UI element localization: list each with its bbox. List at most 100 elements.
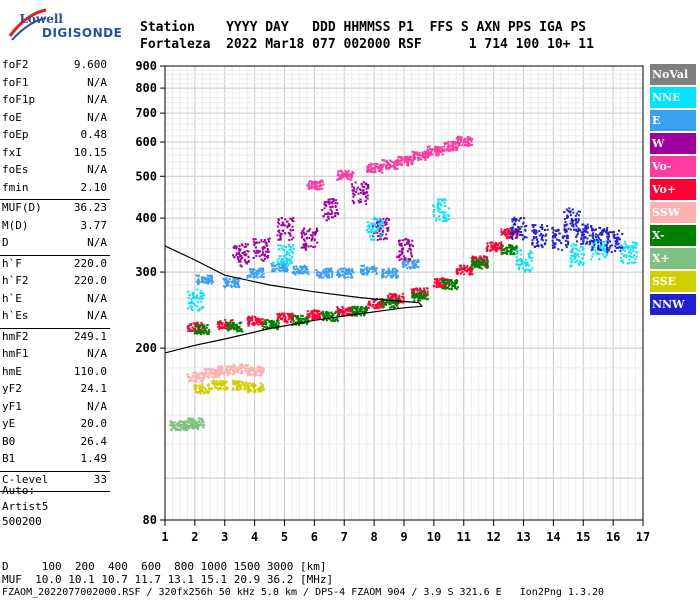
trace-point-vo [283, 319, 286, 322]
trace-point-vo [436, 277, 439, 280]
trace-point-x [269, 321, 272, 324]
trace-point-ssw [241, 363, 243, 366]
trace-point-nnw [606, 226, 609, 229]
trace-point-e [246, 275, 249, 278]
trace-point-vo [443, 148, 446, 151]
trace-point-e [381, 276, 383, 279]
trace-point-x [472, 260, 475, 263]
trace-point-e [225, 277, 228, 280]
auto-scaling-info: Auto: Artist5 500200 [2, 484, 48, 531]
trace-point-vo [435, 147, 438, 150]
trace-point-nne [291, 261, 294, 264]
trace-point-nnw [613, 237, 616, 240]
trace-point-nnw [577, 227, 580, 230]
trace-point-w [254, 238, 257, 241]
trace-point-x [194, 423, 197, 426]
trace-point-w [238, 259, 241, 262]
trace-point-nnw [531, 239, 534, 242]
trace-point-vo [310, 186, 313, 189]
trace-point-w [363, 186, 366, 189]
trace-point-sse [224, 382, 227, 385]
trace-point-nne [529, 250, 532, 252]
trace-point-nne [581, 257, 584, 260]
trace-point-x [507, 246, 510, 249]
trace-point-w [408, 243, 411, 246]
trace-point-vo [451, 146, 454, 149]
param-value: 249.1 [73, 329, 107, 343]
trace-point-w [362, 191, 365, 194]
trace-point-x [356, 308, 359, 311]
trace-point-e [366, 273, 369, 276]
trace-point-w [247, 243, 249, 246]
trace-point-e [270, 262, 273, 265]
auto-line: Auto: [2, 484, 36, 497]
trace-point-nne [201, 294, 204, 297]
param-label: foE [2, 110, 22, 124]
trace-point-nne [433, 209, 435, 211]
trace-point-vo [374, 162, 377, 165]
trace-point-w [261, 251, 264, 253]
trace-point-nnw [574, 223, 577, 225]
trace-point-ssw [256, 365, 259, 368]
trace-point-x [203, 332, 206, 335]
trace-point-nnw [607, 235, 610, 238]
trace-point-x [474, 260, 477, 263]
trace-point-ssw [194, 375, 197, 378]
trace-point-nnw [546, 225, 549, 227]
trace-point-vo [279, 313, 282, 316]
trace-point-ssw [192, 380, 195, 383]
trace-point-x [196, 428, 199, 431]
trace-point-e [387, 268, 390, 270]
trace-point-nne [199, 295, 202, 298]
trace-point-x [184, 424, 186, 427]
trace-point-w [402, 255, 405, 258]
trace-point-vo [501, 233, 504, 236]
param-value: 26.4 [80, 434, 108, 448]
trace-point-nnw [511, 238, 514, 240]
trace-point-vo [423, 157, 426, 160]
x-tick-label: 15 [576, 530, 590, 544]
trace-point-w [386, 230, 389, 233]
trace-point-x [306, 316, 309, 319]
legend-item-nne: NNE [650, 87, 696, 108]
trace-point-nne [569, 250, 572, 253]
trace-point-e [405, 258, 408, 261]
trace-point-nnw [564, 239, 567, 242]
trace-point-sse [249, 388, 252, 391]
trace-point-nne [448, 207, 450, 210]
trace-point-nne [629, 248, 632, 251]
trace-point-w [353, 193, 356, 196]
trace-point-x [297, 317, 300, 320]
trace-point-e [250, 270, 253, 273]
trace-point-vo [444, 142, 447, 145]
trace-point-x [442, 282, 445, 285]
trace-point-vo [255, 322, 258, 325]
trace-point-nnw [600, 233, 603, 236]
trace-point-vo [455, 268, 458, 271]
trace-point-e [248, 268, 251, 271]
trace-point-w [323, 203, 326, 206]
trace-point-x [200, 329, 203, 332]
trace-point-vo [470, 140, 473, 143]
trace-point-e [325, 275, 328, 278]
trace-point-w [232, 254, 234, 257]
trace-point-x [511, 244, 514, 247]
trace-point-vo [505, 232, 508, 235]
trace-point-x [184, 426, 187, 429]
trace-point-w [329, 208, 332, 211]
trace-point-ssw [200, 380, 202, 383]
trace-point-w [276, 225, 279, 228]
trace-point-w [363, 193, 366, 195]
trace-point-e [351, 268, 354, 271]
trace-point-nnw [517, 225, 520, 228]
trace-point-x [386, 301, 389, 304]
trace-point-x [510, 250, 513, 253]
trace-point-nnw [575, 234, 578, 237]
trace-point-nne [289, 260, 291, 262]
trace-point-vo [284, 317, 287, 320]
trace-point-e [230, 286, 233, 289]
trace-point-e [394, 273, 397, 276]
trace-point-w [264, 257, 266, 260]
trace-point-ssw [255, 370, 257, 373]
trace-point-nne [375, 217, 378, 220]
